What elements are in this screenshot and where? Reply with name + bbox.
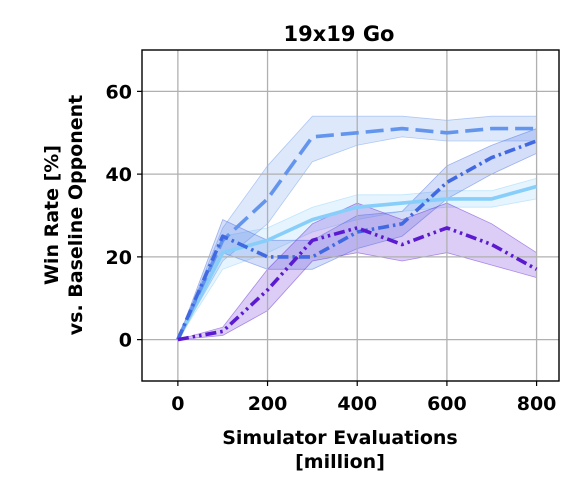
plot-frame [141, 49, 560, 382]
y-tick-label: 0 [119, 330, 132, 352]
series-line-2 [176, 126, 537, 341]
chart-title: 19x19 Go [284, 22, 395, 46]
x-tick-label: 600 [427, 393, 467, 415]
x-tick-label: 0 [171, 393, 184, 415]
x-tick-label: 800 [517, 393, 557, 415]
ticks: 0 200 400 600 800 0 20 40 60 [106, 81, 557, 415]
y-axis-label: Win Rate [%] [41, 145, 63, 285]
x-tick-label: 200 [248, 393, 288, 415]
x-axis-label: Simulator Evaluations [222, 427, 458, 449]
x-axis-unit-label: [million] [295, 451, 385, 473]
y-tick-label: 40 [106, 164, 132, 186]
series-line-3 [176, 139, 538, 341]
x-tick-label: 400 [337, 393, 377, 415]
series-line-1 [176, 184, 538, 341]
series-lines [176, 126, 538, 342]
y-axis-label-secondary: vs. Baseline Opponent [65, 95, 87, 336]
y-tick-label: 20 [106, 247, 132, 269]
grid [142, 50, 559, 381]
y-tick-label: 60 [106, 81, 132, 103]
series-line-4 [177, 226, 538, 342]
